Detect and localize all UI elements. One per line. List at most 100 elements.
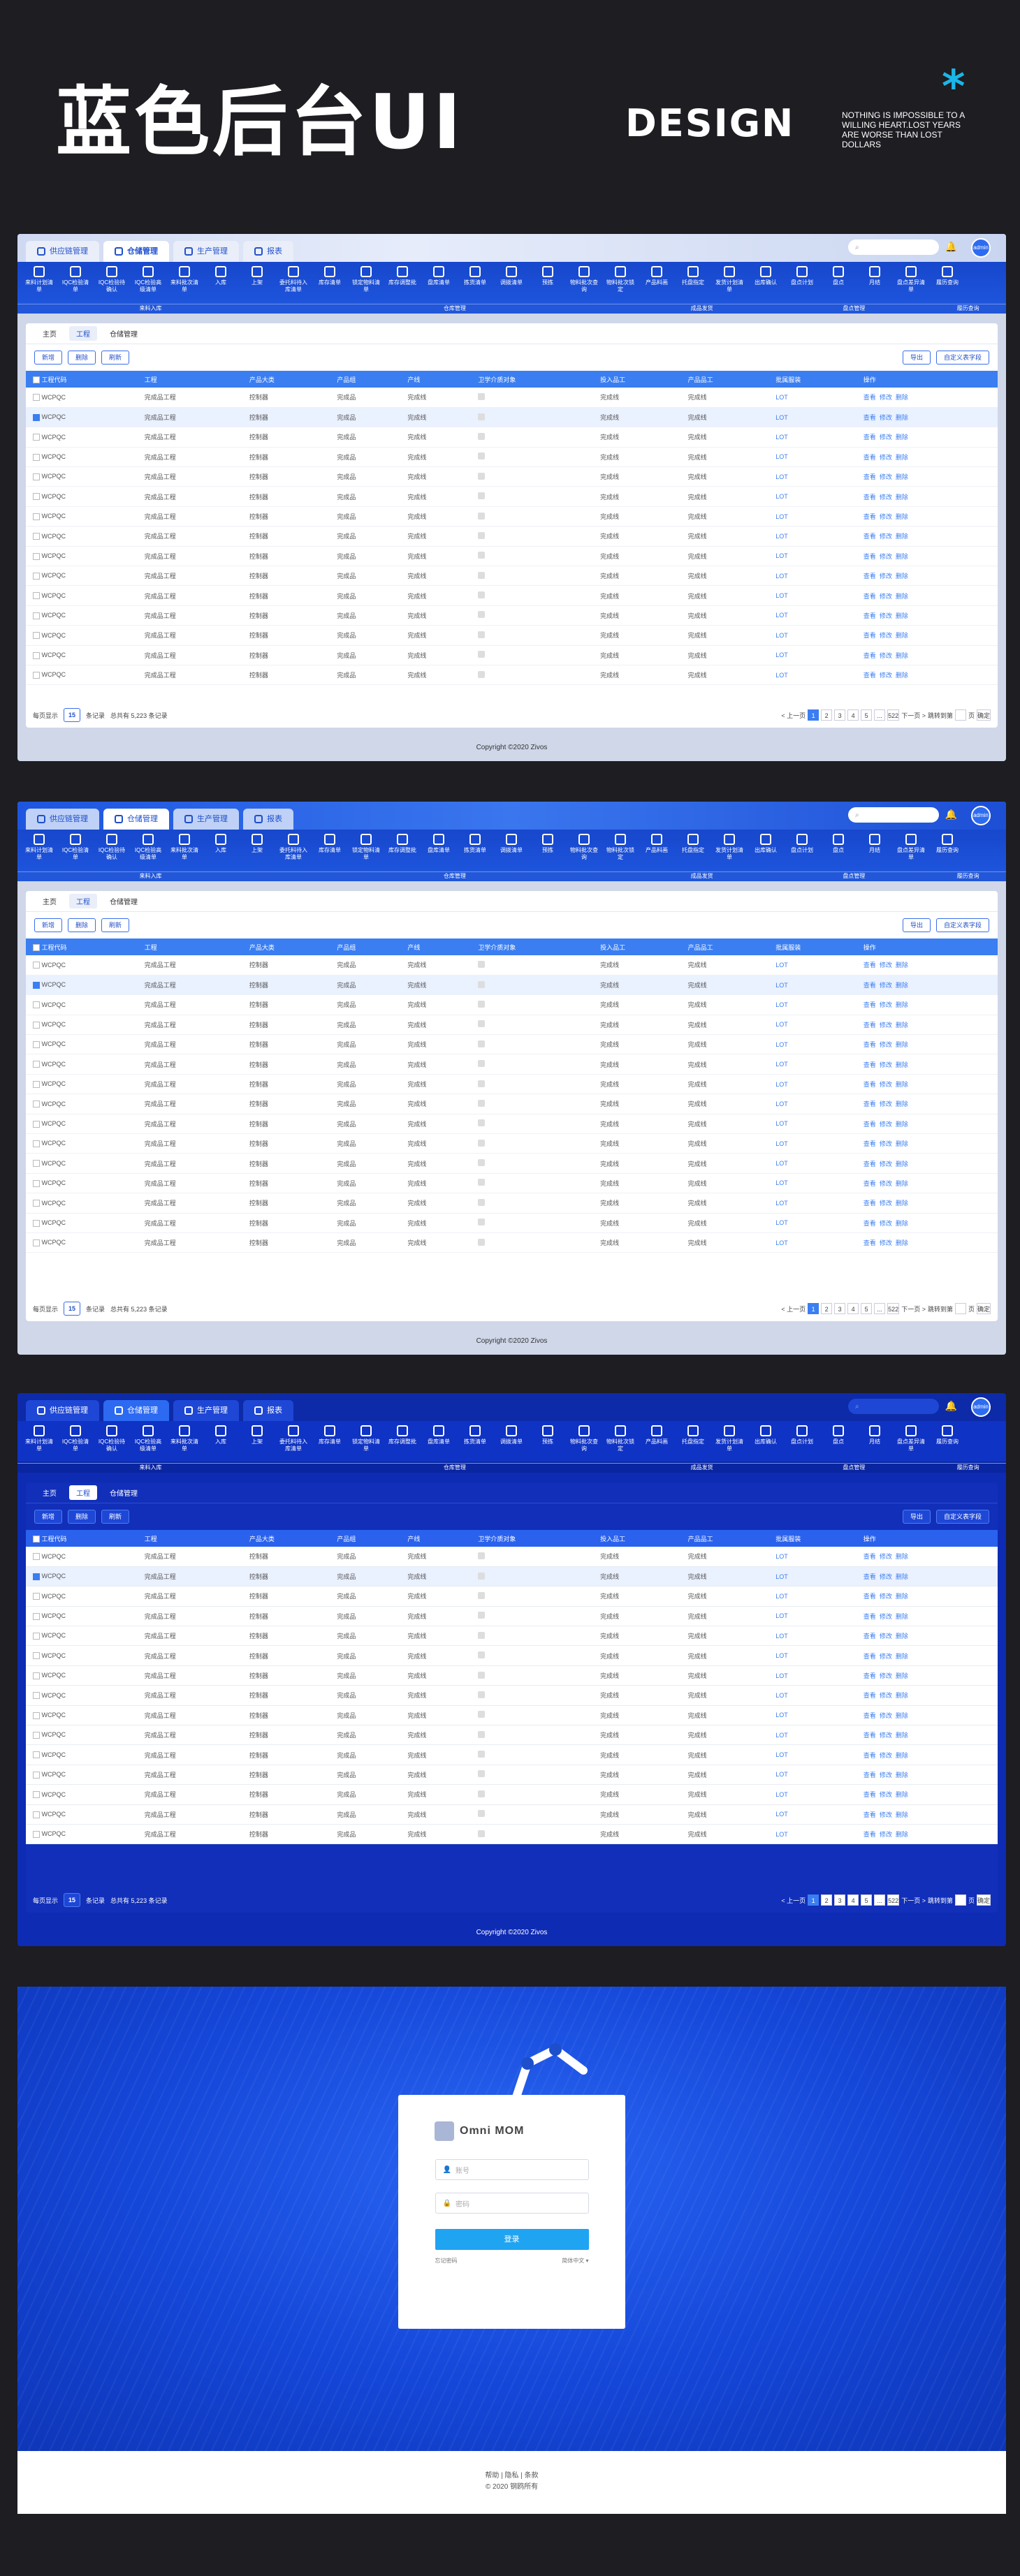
page-button[interactable]: ... <box>874 1894 886 1906</box>
toolbar-item[interactable]: 履历查询 <box>931 266 963 286</box>
edit-link[interactable]: 修改 <box>879 1160 892 1168</box>
delete-link[interactable]: 删除 <box>895 1160 908 1168</box>
row-checkbox[interactable] <box>33 1732 40 1739</box>
view-link[interactable]: 查看 <box>863 1001 876 1009</box>
table-row[interactable]: WCPQC 完成品工程 控制器 完成品 完成线 完成线 完成线 LOT 查看 修改 删… <box>26 506 998 527</box>
row-checkbox[interactable] <box>33 652 40 659</box>
edit-link[interactable]: 修改 <box>879 1612 892 1620</box>
edit-link[interactable]: 修改 <box>879 632 892 640</box>
toolbar-item[interactable]: 拣货清单 <box>459 834 491 854</box>
view-link[interactable]: 查看 <box>863 414 876 422</box>
table-row[interactable]: WCPQC 完成品工程 控制器 完成品 完成线 完成线 完成线 LOT 查看 修改 删… <box>26 645 998 665</box>
tab-0[interactable]: 供应链管理 <box>26 241 99 262</box>
edit-link[interactable]: 修改 <box>879 1219 892 1227</box>
flag-checkbox[interactable] <box>478 1730 486 1738</box>
breadcrumb-item[interactable]: 工程 <box>69 894 97 908</box>
edit-link[interactable]: 修改 <box>879 552 892 560</box>
table-row[interactable]: WCPQC 完成品工程 控制器 完成品 完成线 完成线 完成线 LOT 查看 修改 删… <box>26 665 998 686</box>
toolbar-item[interactable]: IQC检验高级清单 <box>132 266 164 293</box>
page-size-select[interactable]: 15 <box>64 708 81 722</box>
flag-checkbox[interactable] <box>478 552 486 559</box>
page-button[interactable]: 2 <box>821 1303 833 1314</box>
edit-link[interactable]: 修改 <box>879 513 892 521</box>
edit-link[interactable]: 修改 <box>879 1553 892 1561</box>
flag-checkbox[interactable] <box>478 980 486 988</box>
row-checkbox[interactable] <box>33 473 40 481</box>
table-row[interactable]: WCPQC 完成品工程 控制器 完成品 完成线 完成线 完成线 LOT 查看 修改 删… <box>26 466 998 487</box>
delete-link[interactable]: 删除 <box>895 1021 908 1029</box>
toolbar-item[interactable]: 委托料待入库清单 <box>277 266 309 293</box>
flag-checkbox[interactable] <box>478 1219 486 1226</box>
view-link[interactable]: 查看 <box>863 1692 876 1700</box>
toolbar-item[interactable]: 盘点差异清单 <box>895 266 927 293</box>
row-checkbox[interactable] <box>33 1120 40 1128</box>
view-link[interactable]: 查看 <box>863 1573 876 1581</box>
flag-checkbox[interactable] <box>478 960 486 968</box>
row-checkbox[interactable] <box>33 453 40 461</box>
edit-link[interactable]: 修改 <box>879 1041 892 1049</box>
delete-link[interactable]: 删除 <box>895 493 908 501</box>
view-link[interactable]: 查看 <box>863 1712 876 1719</box>
table-row[interactable]: WCPQC 完成品工程 控制器 完成品 完成线 完成线 完成线 LOT 查看 修改 删… <box>26 486 998 507</box>
table-row[interactable]: WCPQC 完成品工程 控制器 完成品 完成线 完成线 完成线 LOT 查看 修改 删… <box>26 1824 998 1845</box>
delete-link[interactable]: 删除 <box>895 533 908 540</box>
view-link[interactable]: 查看 <box>863 533 876 540</box>
refresh-button[interactable]: 刷新 <box>101 918 130 932</box>
delete-link[interactable]: 删除 <box>895 1831 908 1839</box>
view-link[interactable]: 查看 <box>863 672 876 679</box>
table-row[interactable]: WCPQC 完成品工程 控制器 完成品 完成线 完成线 完成线 LOT 查看 修改 删… <box>26 1074 998 1095</box>
toolbar-item[interactable]: 物料批次查询 <box>568 266 600 293</box>
search-input[interactable]: ⌕ <box>848 240 939 255</box>
toolbar-item[interactable]: 物料批次查询 <box>568 834 600 861</box>
page-button[interactable]: 1 <box>808 709 819 721</box>
breadcrumb-item[interactable]: 主页 <box>43 899 57 906</box>
row-checkbox[interactable] <box>33 1101 40 1108</box>
breadcrumb-item[interactable]: 主页 <box>43 1490 57 1498</box>
toolbar-item[interactable]: 入库 <box>205 266 237 286</box>
toolbar-item[interactable]: 入库 <box>205 834 237 854</box>
view-link[interactable]: 查看 <box>863 1160 876 1168</box>
view-link[interactable]: 查看 <box>863 962 876 969</box>
toolbar-item[interactable]: 调拨清单 <box>495 266 527 286</box>
view-link[interactable]: 查看 <box>863 1732 876 1739</box>
flag-checkbox[interactable] <box>478 631 486 638</box>
table-row[interactable]: WCPQC 完成品工程 控制器 完成品 完成线 完成线 完成线 LOT 查看 修改 删… <box>26 955 998 976</box>
toolbar-item[interactable]: 履历查询 <box>931 1425 963 1445</box>
edit-link[interactable]: 修改 <box>879 1831 892 1839</box>
flag-checkbox[interactable] <box>478 670 486 678</box>
delete-link[interactable]: 删除 <box>895 1120 908 1128</box>
toolbar-item[interactable]: IQC检验清单 <box>59 1425 92 1452</box>
edit-link[interactable]: 修改 <box>879 453 892 461</box>
table-row[interactable]: WCPQC 完成品工程 控制器 完成品 完成线 完成线 完成线 LOT 查看 修改 删… <box>26 427 998 448</box>
toolbar-item[interactable]: 库存清单 <box>314 266 346 286</box>
view-link[interactable]: 查看 <box>863 632 876 640</box>
next-page[interactable]: 下一页 > <box>901 712 926 719</box>
edit-link[interactable]: 修改 <box>879 1672 892 1680</box>
delete-link[interactable]: 删除 <box>895 1652 908 1660</box>
next-page[interactable]: 下一页 > <box>901 1897 926 1904</box>
page-button[interactable]: ... <box>874 1303 886 1314</box>
view-link[interactable]: 查看 <box>863 473 876 481</box>
view-link[interactable]: 查看 <box>863 1553 876 1561</box>
view-link[interactable]: 查看 <box>863 1101 876 1108</box>
edit-link[interactable]: 修改 <box>879 1140 892 1148</box>
row-checkbox[interactable] <box>33 1612 40 1620</box>
row-checkbox[interactable] <box>33 1001 40 1009</box>
flag-checkbox[interactable] <box>478 1238 486 1246</box>
page-button[interactable]: 4 <box>847 1303 859 1314</box>
view-link[interactable]: 查看 <box>863 1200 876 1207</box>
password-field[interactable]: 🔒 密码 <box>435 2193 589 2214</box>
toolbar-item[interactable]: 物料批次锁定 <box>604 834 636 861</box>
table-row[interactable]: WCPQC 完成品工程 控制器 完成品 完成线 完成线 完成线 LOT 查看 修改 删… <box>26 1094 998 1114</box>
delete-link[interactable]: 删除 <box>895 513 908 521</box>
page-button[interactable]: 1 <box>808 1894 819 1906</box>
toolbar-item[interactable]: 上架 <box>241 1425 273 1445</box>
view-link[interactable]: 查看 <box>863 1633 876 1640</box>
page-button[interactable]: 522 <box>887 1894 900 1906</box>
flag-checkbox[interactable] <box>478 1552 486 1559</box>
toolbar-item[interactable]: 发货计划清单 <box>713 1425 745 1452</box>
edit-link[interactable]: 修改 <box>879 1239 892 1247</box>
delete-link[interactable]: 删除 <box>895 1081 908 1089</box>
toolbar-item[interactable]: 拣货清单 <box>459 1425 491 1445</box>
row-checkbox[interactable] <box>33 1652 40 1660</box>
